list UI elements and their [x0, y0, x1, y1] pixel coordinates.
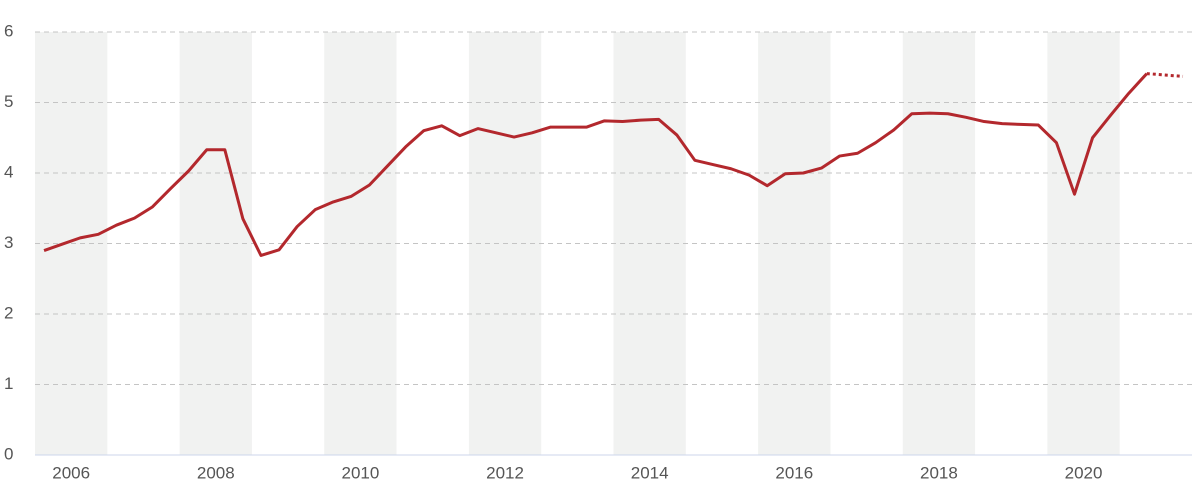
y-tick-label: 0: [4, 444, 13, 463]
x-tick-label: 2016: [775, 463, 813, 482]
y-tick-label: 6: [4, 21, 13, 40]
y-tick-label: 4: [4, 162, 13, 181]
y-tick-label: 2: [4, 303, 13, 322]
x-tick-label: 2020: [1065, 463, 1103, 482]
y-tick-label: 3: [4, 233, 13, 252]
data-line: [1146, 72, 1184, 78]
y-tick-label: 1: [4, 374, 13, 393]
x-tick-label: 2010: [341, 463, 379, 482]
x-tick-label: 2008: [197, 463, 235, 482]
x-tick-label: 2018: [920, 463, 958, 482]
data-line: [43, 72, 1148, 257]
x-tick-label: 2012: [486, 463, 524, 482]
x-tick-label: 2014: [631, 463, 669, 482]
x-tick-label: 2006: [52, 463, 90, 482]
y-tick-label: 5: [4, 92, 13, 111]
